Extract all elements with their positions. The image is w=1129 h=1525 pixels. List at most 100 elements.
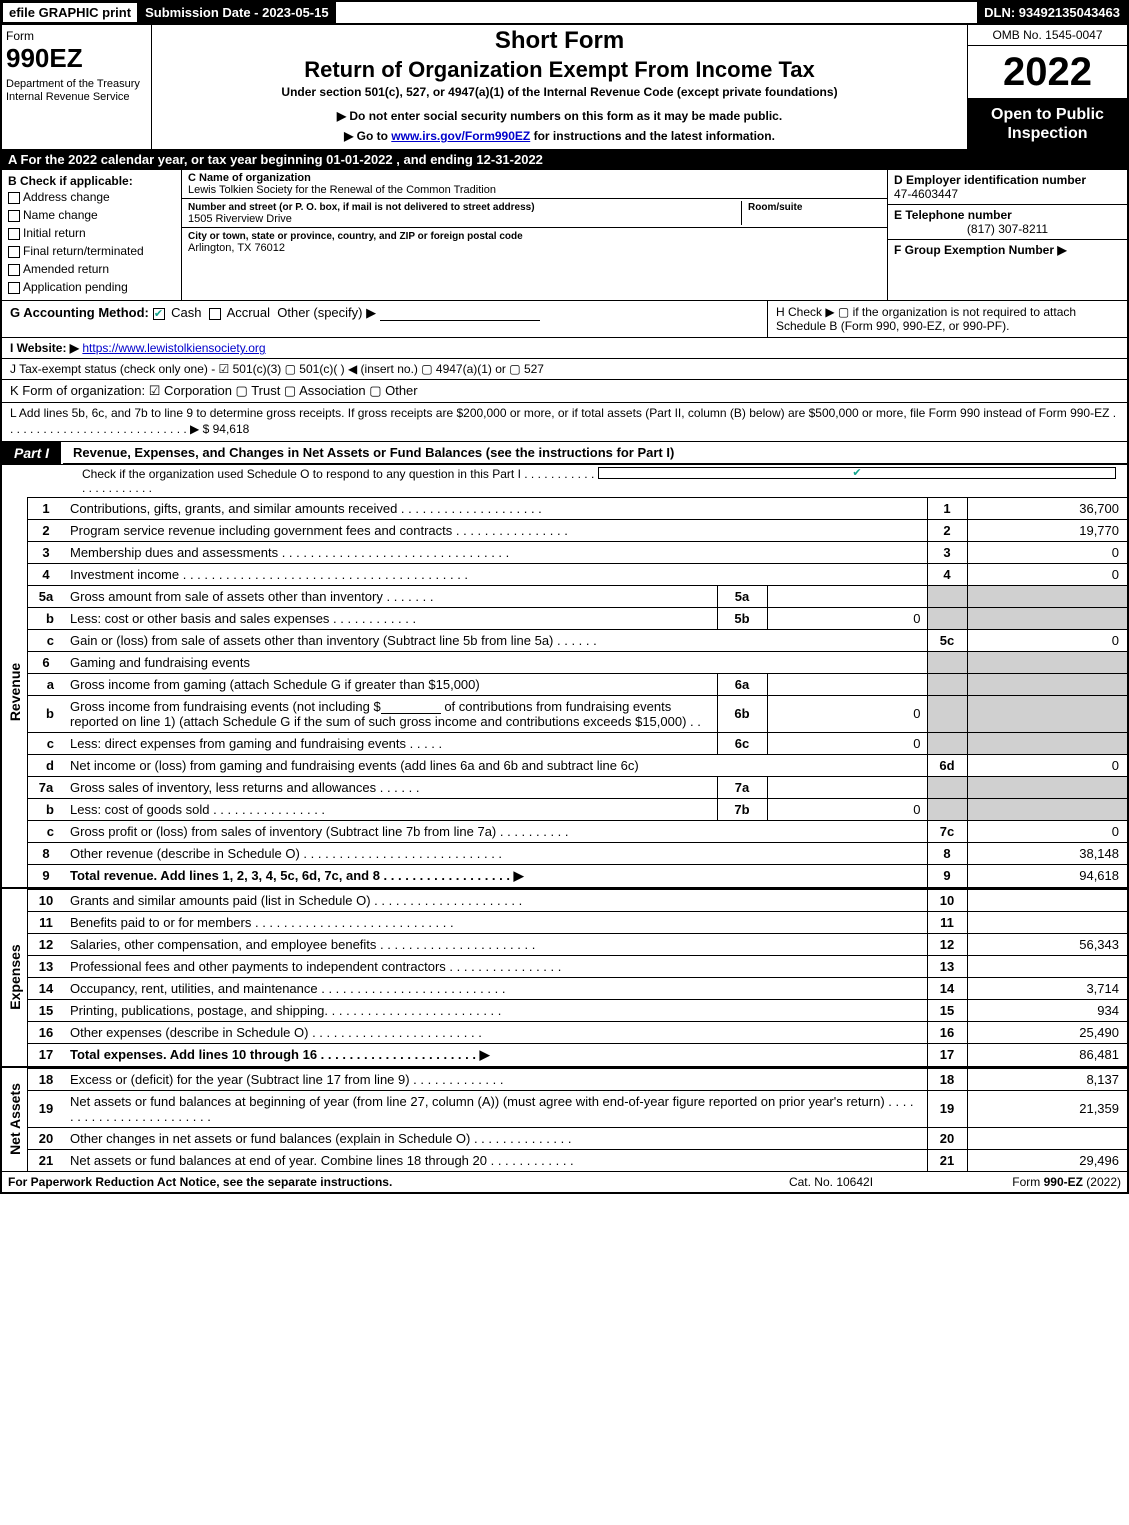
netassets-section-wrap: Net Assets 18 Excess or (deficit) for th… xyxy=(2,1066,1127,1171)
footer-right-pre: Form xyxy=(1012,1175,1043,1189)
line-19-num: 19 xyxy=(28,1090,64,1127)
section-def: D Employer identification number 47-4603… xyxy=(887,170,1127,300)
line-5a-num: 5a xyxy=(28,585,64,607)
line-7a-num: 7a xyxy=(28,776,64,798)
line-7a-box: 7a xyxy=(717,776,767,798)
org-name-label: C Name of organization xyxy=(188,172,311,184)
section-a: A For the 2022 calendar year, or tax yea… xyxy=(2,149,1127,169)
sub3-pre: ▶ Go to xyxy=(344,129,391,143)
line-7c-rn: 7c xyxy=(927,820,967,842)
line-5a-val xyxy=(767,585,927,607)
revenue-section-wrap: Revenue 1 Contributions, gifts, grants, … xyxy=(2,497,1127,887)
line-10-num: 10 xyxy=(28,889,64,911)
ein-label: D Employer identification number xyxy=(894,173,1086,187)
opt-other: Other (specify) ▶ xyxy=(277,305,376,320)
street-label: Number and street (or P. O. box, if mail… xyxy=(188,202,535,213)
line-20-rv xyxy=(967,1127,1127,1149)
section-k: K Form of organization: ☑ Corporation ▢ … xyxy=(2,379,1127,402)
chk-application-pending[interactable]: Application pending xyxy=(8,278,175,296)
line-6d-desc: Net income or (loss) from gaming and fun… xyxy=(64,754,927,776)
section-g-h: G Accounting Method: Cash Accrual Other … xyxy=(2,300,1127,337)
line-5a-rn-shade xyxy=(927,585,967,607)
line-6a-box: 6a xyxy=(717,673,767,695)
line-6a-val xyxy=(767,673,927,695)
group-exemption-row: F Group Exemption Number ▶ xyxy=(888,240,1127,260)
line-16-rv: 25,490 xyxy=(967,1021,1127,1043)
form-title: Return of Organization Exempt From Incom… xyxy=(160,57,959,83)
netassets-table: 18 Excess or (deficit) for the year (Sub… xyxy=(28,1068,1127,1171)
line-5c-rn: 5c xyxy=(927,629,967,651)
website-link[interactable]: https://www.lewistolkiensociety.org xyxy=(82,341,265,355)
form-subtitle-3: ▶ Go to www.irs.gov/Form990EZ for instru… xyxy=(160,129,959,143)
top-bar: efile GRAPHIC print Submission Date - 20… xyxy=(2,2,1127,23)
line-14-rn: 14 xyxy=(927,977,967,999)
line-9-rv: 94,618 xyxy=(967,864,1127,887)
footer-left: For Paperwork Reduction Act Notice, see … xyxy=(8,1175,741,1189)
line-2-rn: 2 xyxy=(927,519,967,541)
line-11-desc: Benefits paid to or for members . . . . … xyxy=(64,911,927,933)
line-6b-num: b xyxy=(28,695,64,732)
section-b-c-def: B Check if applicable: Address change Na… xyxy=(2,169,1127,300)
chk-accrual[interactable] xyxy=(209,308,221,320)
line-7c-num: c xyxy=(28,820,64,842)
line-7b-rn-shade xyxy=(927,798,967,820)
line-3-num: 3 xyxy=(28,541,64,563)
chk-amended-return[interactable]: Amended return xyxy=(8,260,175,278)
section-g: G Accounting Method: Cash Accrual Other … xyxy=(2,301,767,337)
line-16-desc: Other expenses (describe in Schedule O) … xyxy=(64,1021,927,1043)
line-20-desc: Other changes in net assets or fund bala… xyxy=(64,1127,927,1149)
section-b: B Check if applicable: Address change Na… xyxy=(2,170,182,300)
org-name-row: C Name of organization Lewis Tolkien Soc… xyxy=(182,170,887,199)
group-exemption-label: F Group Exemption Number ▶ xyxy=(894,243,1067,257)
line-7b: b Less: cost of goods sold . . . . . . .… xyxy=(28,798,1127,820)
line-7a-desc: Gross sales of inventory, less returns a… xyxy=(64,776,717,798)
line-10-rv xyxy=(967,889,1127,911)
line-11: 11 Benefits paid to or for members . . .… xyxy=(28,911,1127,933)
footer-right-post: (2022) xyxy=(1083,1175,1121,1189)
line-18-rv: 8,137 xyxy=(967,1068,1127,1090)
revenue-side: Revenue xyxy=(2,497,28,887)
chk-initial-return[interactable]: Initial return xyxy=(8,224,175,242)
other-specify-line[interactable] xyxy=(380,307,540,321)
line-7b-val: 0 xyxy=(767,798,927,820)
form-subtitle-1: Under section 501(c), 527, or 4947(a)(1)… xyxy=(160,85,959,99)
section-l-text: L Add lines 5b, 6c, and 7b to line 9 to … xyxy=(10,406,1116,436)
line-8-num: 8 xyxy=(28,842,64,864)
line-1-rn: 1 xyxy=(927,497,967,519)
opt-address-change: Address change xyxy=(23,190,110,204)
header-center: Short Form Return of Organization Exempt… xyxy=(152,25,967,149)
chk-name-change[interactable]: Name change xyxy=(8,206,175,224)
line-18-rn: 18 xyxy=(927,1068,967,1090)
chk-address-change[interactable]: Address change xyxy=(8,188,175,206)
line-21-rn: 21 xyxy=(927,1149,967,1171)
line-3-desc: Membership dues and assessments . . . . … xyxy=(64,541,927,563)
line-6b-blank[interactable] xyxy=(381,700,441,714)
line-6d: d Net income or (loss) from gaming and f… xyxy=(28,754,1127,776)
dln: DLN: 93492135043463 xyxy=(977,2,1127,23)
chk-schedule-o[interactable] xyxy=(598,467,1116,479)
short-form-title: Short Form xyxy=(160,27,959,55)
line-6a: a Gross income from gaming (attach Sched… xyxy=(28,673,1127,695)
section-l-value: 94,618 xyxy=(213,422,250,436)
line-5b-num: b xyxy=(28,607,64,629)
chk-cash[interactable] xyxy=(153,308,165,320)
line-18: 18 Excess or (deficit) for the year (Sub… xyxy=(28,1068,1127,1090)
line-6d-rn: 6d xyxy=(927,754,967,776)
line-13-desc: Professional fees and other payments to … xyxy=(64,955,927,977)
section-i: I Website: ▶ https://www.lewistolkiensoc… xyxy=(2,337,1127,358)
form-number: 990EZ xyxy=(6,43,147,74)
line-2-desc: Program service revenue including govern… xyxy=(64,519,927,541)
phone-value: (817) 307-8211 xyxy=(894,222,1121,236)
part-i-tab: Part I xyxy=(2,442,63,464)
line-18-num: 18 xyxy=(28,1068,64,1090)
chk-final-return[interactable]: Final return/terminated xyxy=(8,242,175,260)
efile-print-label[interactable]: efile GRAPHIC print xyxy=(2,2,138,23)
line-5b: b Less: cost or other basis and sales ex… xyxy=(28,607,1127,629)
line-6d-num: d xyxy=(28,754,64,776)
line-7b-box: 7b xyxy=(717,798,767,820)
line-9-desc: Total revenue. Add lines 1, 2, 3, 4, 5c,… xyxy=(64,864,927,887)
irs-link[interactable]: www.irs.gov/Form990EZ xyxy=(391,129,530,143)
footer-right-bold: 990-EZ xyxy=(1044,1175,1083,1189)
line-6-rv-shade xyxy=(967,651,1127,673)
form-header: Form 990EZ Department of the Treasury In… xyxy=(2,23,1127,149)
